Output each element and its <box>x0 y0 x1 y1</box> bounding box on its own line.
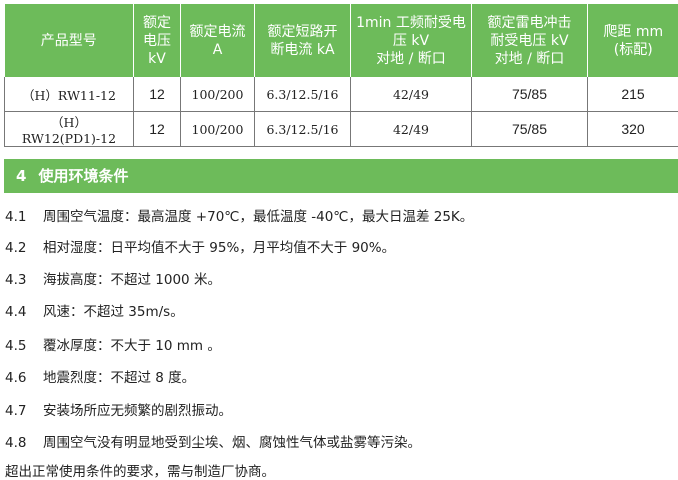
cell-pf-withstand: 42/49 <box>351 77 472 112</box>
item-text: 海拔高度：不超过 1000 米。 <box>43 272 221 288</box>
table-header-row: 产品型号 额定 电压 kV 额定电流 A 额定短路开 断电流 kA 1min 工… <box>5 4 678 77</box>
item-text: 安装场所应无频繁的剧烈振动。 <box>43 403 232 419</box>
cell-model: （H）RW12(PD1)-12 <box>5 112 134 147</box>
cell-li-withstand: 75/85 <box>472 77 588 112</box>
item-number: 4.7 <box>5 403 43 419</box>
item-text: 风速：不超过 35m/s。 <box>43 304 184 320</box>
cell-current: 100/200 <box>181 112 255 147</box>
item-number: 4.4 <box>5 304 43 320</box>
cell-breaking: 6.3/12.5/16 <box>255 112 351 147</box>
header-model: 产品型号 <box>5 4 134 77</box>
header-rated-current: 额定电流 A <box>181 4 255 77</box>
header-lightning-impulse-withstand: 额定雷电冲击 耐受电压 kV 对地 / 断口 <box>472 4 588 77</box>
item-text: 覆冰厚度：不大于 10 mm 。 <box>43 338 221 354</box>
header-power-frequency-withstand: 1min 工频耐受电 压 kV 对地 / 断口 <box>351 4 472 77</box>
cell-creepage: 215 <box>588 77 678 112</box>
product-spec-table: 产品型号 额定 电压 kV 额定电流 A 额定短路开 断电流 kA 1min 工… <box>4 4 678 147</box>
table-row: （H）RW11-12 12 100/200 6.3/12.5/16 42/49 … <box>5 77 678 112</box>
item-text: 地震烈度：不超过 8 度。 <box>43 370 195 386</box>
cell-pf-withstand: 42/49 <box>351 112 472 147</box>
cell-creepage: 320 <box>588 112 678 147</box>
cell-li-withstand: 75/85 <box>472 112 588 147</box>
cell-current: 100/200 <box>181 77 255 112</box>
item-text: 周围空气没有明显地受到尘埃、烟、腐蚀性气体或盐雾等污染。 <box>43 435 421 451</box>
item-text: 相对湿度：日平均值不大于 95%，月平均值不大于 90%。 <box>43 240 395 256</box>
item-number: 4.6 <box>5 370 43 386</box>
item-number: 4.1 <box>5 209 43 225</box>
cell-voltage: 12 <box>134 77 181 112</box>
section-heading: 4 使用环境条件 <box>4 159 678 193</box>
header-rated-voltage: 额定 电压 kV <box>134 4 181 77</box>
header-creepage: 爬距 mm (标配) <box>588 4 678 77</box>
cell-breaking: 6.3/12.5/16 <box>255 77 351 112</box>
closing-note: 超出正常使用条件的要求，需与制造厂协商。 <box>5 460 275 480</box>
item-text: 周围空气温度：最高温度 +70℃，最低温度 -40℃，最大日温差 25K。 <box>43 209 473 225</box>
item-number: 4.3 <box>5 272 43 288</box>
table-row: （H）RW12(PD1)-12 12 100/200 6.3/12.5/16 4… <box>5 112 678 147</box>
cell-voltage: 12 <box>134 112 181 147</box>
cell-model: （H）RW11-12 <box>5 77 134 112</box>
item-number: 4.5 <box>5 338 43 354</box>
header-breaking-current: 额定短路开 断电流 kA <box>255 4 351 77</box>
item-number: 4.8 <box>5 435 43 451</box>
item-number: 4.2 <box>5 240 43 256</box>
section-title: 使用环境条件 <box>38 167 128 185</box>
section-number: 4 <box>16 167 26 185</box>
